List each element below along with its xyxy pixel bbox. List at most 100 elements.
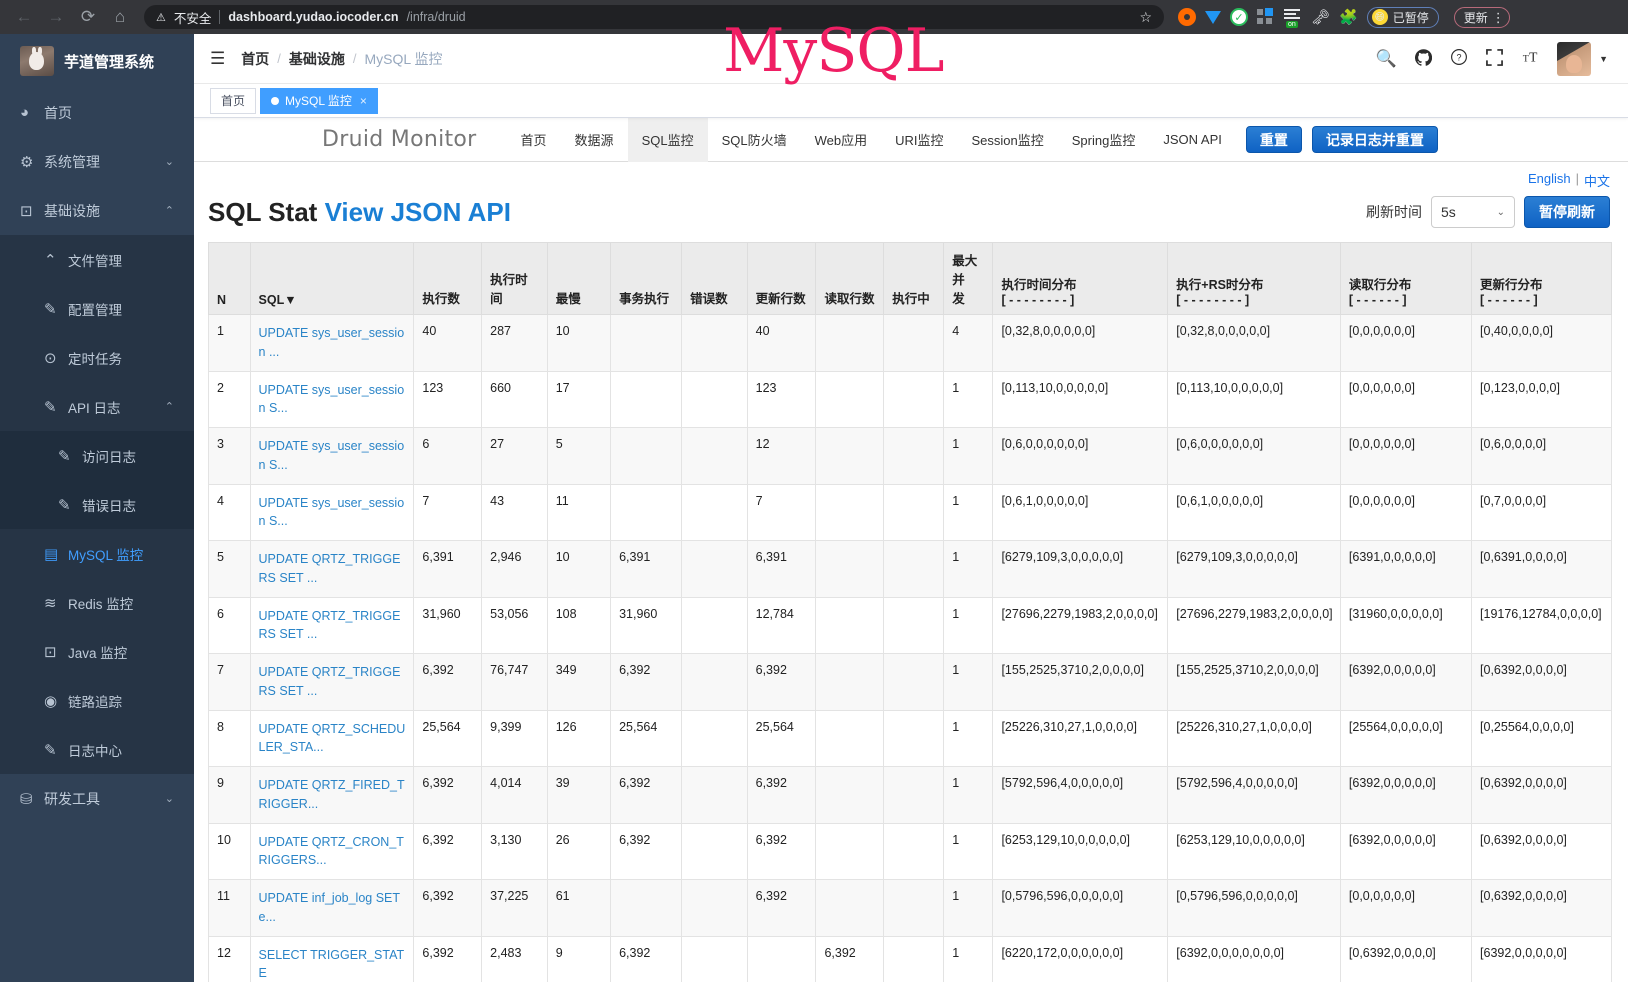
pause-refresh-button[interactable]: 暂停刷新 bbox=[1524, 196, 1610, 228]
cell-sql[interactable]: UPDATE QRTZ_TRIGGERS SET ... bbox=[249, 540, 415, 598]
cell-slow: 11 bbox=[546, 483, 612, 541]
key-extension[interactable]: 🗝 bbox=[1311, 9, 1331, 26]
brand[interactable]: 芋道管理系统 bbox=[0, 34, 194, 88]
profile-paused-pill[interactable]: 😄 已暂停 bbox=[1366, 6, 1439, 28]
green-check-extension[interactable]: ✓ bbox=[1230, 8, 1248, 26]
sql-link[interactable]: UPDATE sys_user_session S... bbox=[258, 439, 405, 472]
sidebar-item-12[interactable]: ◉ 链路追踪 bbox=[0, 676, 194, 725]
sql-link[interactable]: SELECT TRIGGER_STATE bbox=[258, 947, 405, 981]
fullscreen-icon[interactable] bbox=[1486, 48, 1503, 69]
hamburger-menu-icon[interactable]: ☰ bbox=[210, 48, 226, 68]
back-arrow-icon[interactable]: ← bbox=[15, 7, 33, 26]
sql-link[interactable]: UPDATE QRTZ_TRIGGERS SET ... bbox=[258, 608, 401, 642]
breadcrumb-item-infra[interactable]: 基础设施 bbox=[288, 50, 345, 67]
sql-link[interactable]: UPDATE inf_job_log SET e... bbox=[258, 891, 400, 924]
reset-button[interactable]: 重置 bbox=[1245, 126, 1302, 153]
sql-link[interactable]: UPDATE sys_user_session S... bbox=[258, 382, 405, 416]
kebab-menu-icon[interactable]: ⋮ bbox=[1491, 9, 1505, 25]
cell-slow: 26 bbox=[546, 822, 612, 880]
sidebar-item-1[interactable]: ⚙ 系统管理 ⌄ bbox=[0, 137, 194, 186]
cell-slow: 9 bbox=[546, 935, 612, 982]
sql-link[interactable]: UPDATE QRTZ_TRIGGERS SET ... bbox=[258, 665, 401, 698]
tab-home[interactable]: 首页 bbox=[210, 87, 257, 114]
sidebar-item-14[interactable]: ⛁ 研发工具 ⌄ bbox=[0, 774, 194, 823]
druid-nav-item-4[interactable]: Web应用 bbox=[814, 133, 868, 148]
sidebar-item-10[interactable]: ≋ Redis 监控 bbox=[0, 578, 194, 627]
sidebar-item-3[interactable]: ⌃ 文件管理 bbox=[0, 235, 194, 284]
sql-link[interactable]: UPDATE sys_user_session ... bbox=[258, 326, 405, 359]
sql-link[interactable]: UPDATE QRTZ_CRON_TRIGGERS... bbox=[258, 834, 404, 868]
orange-circle-extension[interactable] bbox=[1178, 8, 1196, 26]
tab-mysql-monitor[interactable]: MySQL 监控 × bbox=[260, 87, 378, 114]
search-icon[interactable]: 🔍 bbox=[1375, 49, 1398, 68]
druid-nav-item-7[interactable]: Spring监控 bbox=[1071, 133, 1136, 148]
cell-sql[interactable]: UPDATE sys_user_session S... bbox=[249, 483, 415, 541]
lang-chinese-link[interactable]: 中文 bbox=[1583, 174, 1610, 189]
cell-slow: 17 bbox=[546, 370, 612, 428]
puzzle-extensions-icon[interactable]: 🧩 bbox=[1339, 9, 1358, 26]
brand-title: 芋道管理系统 bbox=[64, 53, 155, 71]
grid-extension[interactable] bbox=[1257, 8, 1275, 26]
cell-sql[interactable]: UPDATE QRTZ_TRIGGERS SET ... bbox=[249, 596, 415, 654]
druid-nav-item-3[interactable]: SQL防火墙 bbox=[721, 133, 787, 148]
cell-d4: [19176,12784,0,0,0,0] bbox=[1471, 596, 1612, 654]
sidebar-item-11[interactable]: ⊡ Java 监控 bbox=[0, 627, 194, 676]
druid-nav-item-6[interactable]: Session监控 bbox=[971, 133, 1044, 148]
sidebar-item-13[interactable]: ✎ 日志中心 bbox=[0, 725, 194, 774]
sidebar-item-5[interactable]: ⊙ 定时任务 bbox=[0, 333, 194, 382]
cell-sql[interactable]: UPDATE QRTZ_CRON_TRIGGERS... bbox=[249, 822, 415, 880]
cell-sql[interactable]: UPDATE sys_user_session ... bbox=[249, 314, 415, 372]
druid-nav-item-5[interactable]: URI监控 bbox=[895, 133, 944, 148]
sidebar-item-7[interactable]: ✎ 访问日志 bbox=[0, 431, 194, 480]
reload-icon[interactable]: ⟳ bbox=[80, 7, 96, 26]
lang-english-link[interactable]: English bbox=[1527, 171, 1571, 186]
list-on-extension[interactable]: on bbox=[1284, 8, 1302, 28]
sidebar-item-4[interactable]: ✎ 配置管理 bbox=[0, 284, 194, 333]
address-bar[interactable]: ⚠ 不安全 dashboard.yudao.iocoder.cn/infra/d… bbox=[144, 5, 1164, 29]
close-icon[interactable]: × bbox=[359, 93, 367, 108]
cell-d3: [0,0,0,0,0,0] bbox=[1339, 370, 1473, 428]
bookmark-star-icon[interactable]: ☆ bbox=[1139, 8, 1152, 25]
home-icon[interactable]: ⌂ bbox=[114, 7, 126, 26]
cell-sql[interactable]: SELECT TRIGGER_STATE bbox=[249, 935, 415, 982]
druid-nav-item-0[interactable]: 首页 bbox=[520, 133, 547, 148]
cell-sql[interactable]: UPDATE sys_user_session S... bbox=[249, 427, 415, 485]
sql-link[interactable]: UPDATE QRTZ_FIRED_TRIGGER... bbox=[258, 778, 405, 811]
sql-link[interactable]: UPDATE QRTZ_TRIGGERS SET ... bbox=[258, 552, 401, 585]
chevron-down-icon[interactable]: ▼ bbox=[1599, 53, 1608, 64]
forward-arrow-icon[interactable]: → bbox=[47, 7, 65, 26]
refresh-interval-select[interactable]: 5s ⌄ bbox=[1431, 196, 1515, 228]
cell-time: 37,225 bbox=[481, 879, 548, 937]
cell-sql[interactable]: UPDATE QRTZ_SCHEDULER_STA... bbox=[249, 709, 415, 767]
cell-exec: 123 bbox=[413, 370, 483, 428]
cell-sql[interactable]: UPDATE QRTZ_FIRED_TRIGGER... bbox=[249, 766, 415, 824]
cell-running bbox=[883, 766, 945, 824]
cell-slow: 126 bbox=[546, 709, 612, 767]
sidebar-item-0[interactable]: ◕ 首页 bbox=[0, 88, 194, 137]
sql-link[interactable]: UPDATE sys_user_session S... bbox=[258, 495, 405, 529]
github-icon[interactable] bbox=[1415, 48, 1433, 69]
column-header-1[interactable]: SQL▼ bbox=[249, 242, 415, 315]
sidebar-item-6[interactable]: ✎ API 日志 ⌃ bbox=[0, 382, 194, 431]
sidebar-item-2[interactable]: ⊡ 基础设施 ⌃ bbox=[0, 186, 194, 235]
view-json-api-link[interactable]: View JSON API bbox=[324, 196, 511, 227]
cell-sql[interactable]: UPDATE inf_job_log SET e... bbox=[249, 879, 415, 937]
cell-read: 6,392 bbox=[815, 935, 885, 982]
sidebar-item-8[interactable]: ✎ 错误日志 bbox=[0, 480, 194, 529]
column-header-14: 更新行分布[ - - - - - - ] bbox=[1471, 242, 1612, 315]
update-button[interactable]: 更新 ⋮ bbox=[1453, 6, 1510, 28]
avatar[interactable] bbox=[1557, 41, 1592, 76]
cell-sql[interactable]: UPDATE QRTZ_TRIGGERS SET ... bbox=[249, 653, 415, 711]
druid-nav-item-8[interactable]: JSON API bbox=[1163, 132, 1222, 147]
druid-nav-item-1[interactable]: 数据源 bbox=[574, 133, 614, 148]
cell-sql[interactable]: UPDATE sys_user_session S... bbox=[249, 370, 415, 428]
druid-nav-item-2[interactable]: SQL监控 bbox=[627, 118, 708, 162]
log-and-reset-button[interactable]: 记录日志并重置 bbox=[1311, 126, 1438, 153]
blue-diamond-extension[interactable] bbox=[1205, 10, 1221, 24]
breadcrumb-item-home[interactable]: 首页 bbox=[241, 50, 270, 67]
sql-link[interactable]: UPDATE QRTZ_SCHEDULER_STA... bbox=[258, 721, 406, 755]
help-circle-icon[interactable]: ? bbox=[1450, 48, 1468, 69]
table-body: 1 UPDATE sys_user_session ... 40 287 10 40 4 [0… bbox=[208, 314, 1612, 982]
sidebar-item-9[interactable]: ▤ MySQL 监控 bbox=[0, 529, 194, 578]
